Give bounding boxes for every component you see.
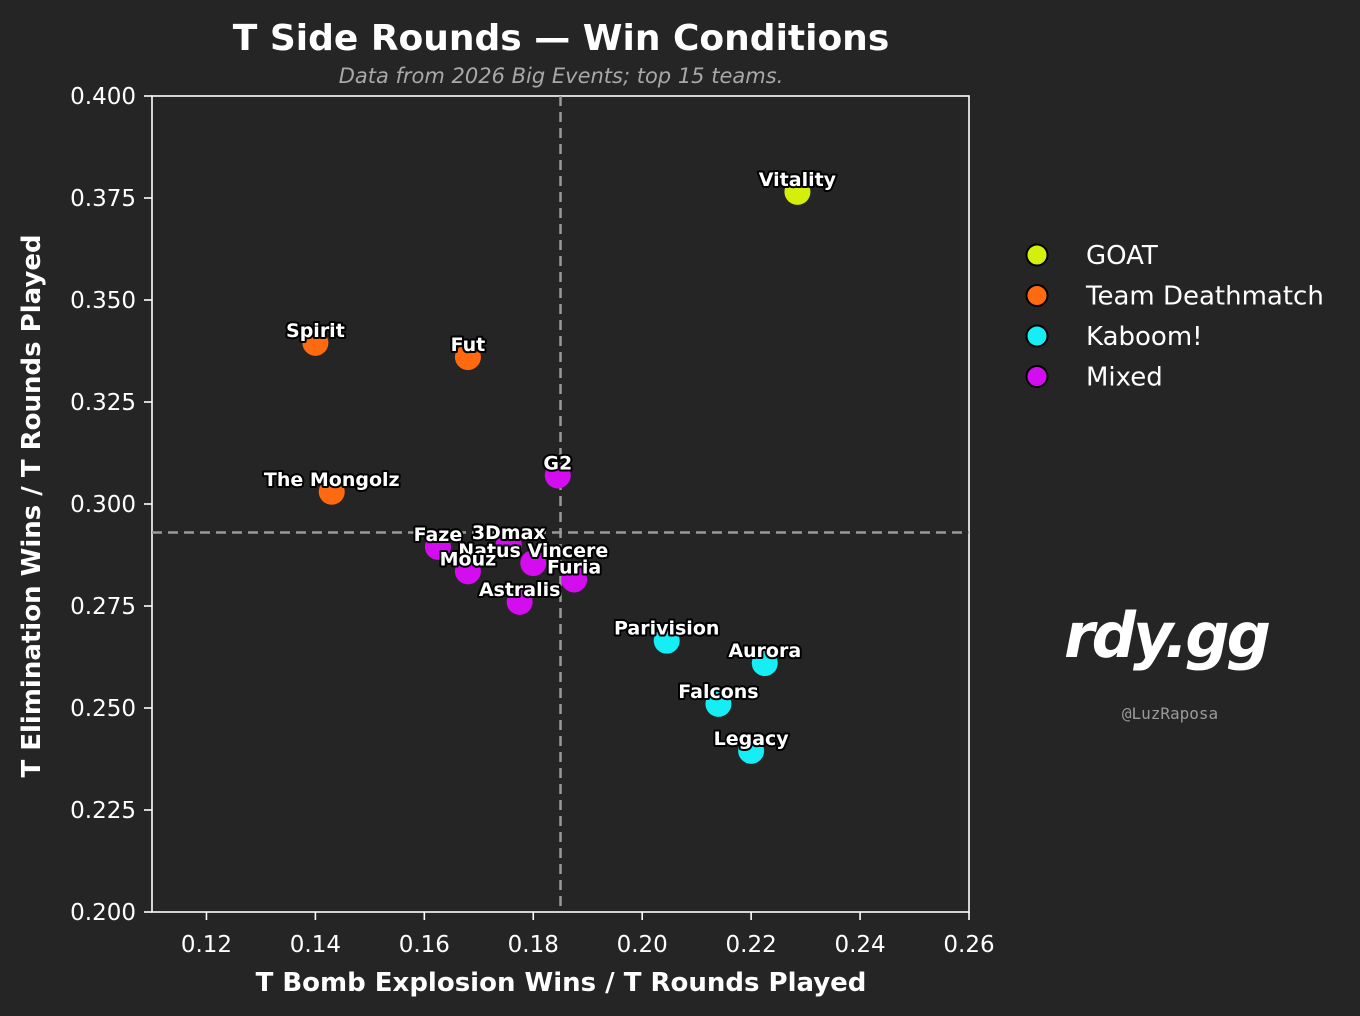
legend-marker — [1025, 284, 1049, 307]
data-point — [561, 566, 588, 593]
data-label: Spirit — [286, 320, 345, 342]
data-point — [520, 550, 547, 577]
data-label: Astralis — [479, 579, 561, 601]
y-tick-label: 0.275 — [70, 594, 136, 620]
brand-logo: rdy.gg — [1064, 599, 1270, 672]
data-label: Falcons — [678, 681, 758, 703]
x-tick-label: 0.16 — [399, 932, 450, 958]
data-point — [424, 533, 451, 560]
data-point — [751, 650, 778, 677]
y-axis-label: T Elimination Wins / T Rounds Played — [17, 234, 47, 777]
y-tick-label: 0.225 — [70, 798, 136, 824]
x-tick-label: 0.24 — [834, 932, 885, 958]
data-point — [705, 690, 732, 717]
data-label: Natus Vincere — [458, 540, 608, 562]
legend-marker — [1025, 365, 1049, 388]
x-tick-label: 0.26 — [943, 932, 994, 958]
data-point — [495, 531, 522, 558]
plot-area: 0.12 0.14 0.16 0.18 0.20 0.22 0.24 0.26 0.200 0.2… — [70, 84, 994, 958]
legend-marker — [1025, 324, 1049, 348]
x-tick-label: 0.12 — [181, 932, 232, 958]
chart-title: T Side Rounds — Win Conditions — [233, 18, 890, 59]
data-point — [302, 329, 329, 356]
y-tick-label: 0.350 — [70, 288, 136, 314]
data-point — [506, 588, 533, 615]
data-label: Aurora — [728, 640, 801, 662]
data-label: 3Dmax — [472, 522, 546, 544]
data-label: Faze — [414, 524, 463, 546]
data-point — [784, 178, 811, 205]
data-point — [544, 462, 571, 489]
data-label: Legacy — [714, 728, 790, 750]
legend-label: Team Deathmatch — [1085, 282, 1324, 312]
data-label: Parivision — [614, 618, 719, 640]
author-handle: @LuzRaposa — [1122, 704, 1218, 723]
legend-marker — [1025, 243, 1049, 267]
y-tick-label: 0.300 — [70, 492, 136, 518]
data-point — [454, 558, 481, 585]
y-tick-label: 0.250 — [70, 696, 136, 722]
x-tick-label: 0.14 — [290, 932, 341, 958]
data-label: Fut — [451, 334, 486, 356]
data-point — [318, 478, 345, 505]
legend-label: Kaboom! — [1086, 322, 1203, 352]
x-axis-label: T Bomb Explosion Wins / T Rounds Played — [256, 968, 867, 998]
data-label: Furia — [547, 556, 601, 578]
x-tick-label: 0.18 — [508, 932, 559, 958]
x-tick-label: 0.22 — [726, 932, 777, 958]
y-tick-label: 0.325 — [70, 390, 136, 416]
chart-subtitle: Data from 2026 Big Events; top 15 teams. — [339, 64, 784, 88]
data-label: G2 — [543, 452, 572, 474]
data-label: The Mongolz — [264, 469, 400, 491]
y-tick-label: 0.200 — [70, 900, 136, 926]
legend-label: GOAT — [1086, 241, 1158, 271]
data-point — [738, 737, 765, 764]
data-label: Vitality — [759, 169, 837, 191]
x-tick-label: 0.20 — [617, 932, 668, 958]
y-tick-label: 0.375 — [70, 186, 136, 212]
legend-label: Mixed — [1086, 363, 1163, 393]
data-point — [653, 627, 680, 654]
legend: GOAT Team Deathmatch Kaboom! Mixed — [1025, 241, 1324, 393]
y-tick-label: 0.400 — [70, 84, 136, 110]
data-point — [454, 344, 481, 371]
data-label: Mouz — [440, 548, 497, 570]
